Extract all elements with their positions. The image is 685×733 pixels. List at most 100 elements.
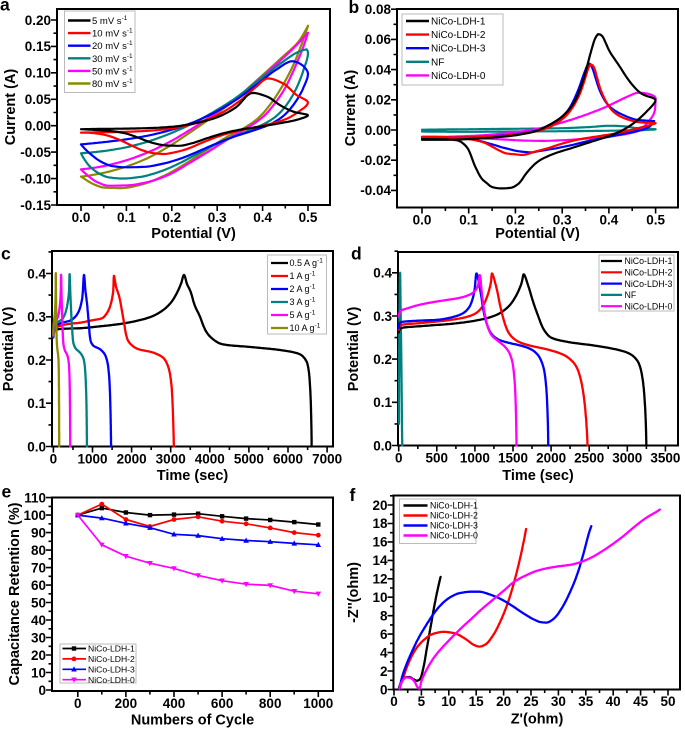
svg-text:NiCo-LDH-1: NiCo-LDH-1	[625, 256, 673, 266]
svg-text:6000: 6000	[273, 452, 303, 467]
svg-text:f: f	[350, 485, 356, 505]
svg-text:20 mV s-1: 20 mV s-1	[92, 40, 133, 52]
svg-text:2500: 2500	[574, 451, 604, 466]
svg-text:a: a	[0, 0, 10, 15]
svg-text:NiCo-LDH-3: NiCo-LDH-3	[625, 279, 673, 289]
svg-text:600: 600	[211, 696, 234, 711]
svg-text:Z'(ohm): Z'(ohm)	[511, 712, 564, 728]
svg-text:0.3: 0.3	[373, 309, 392, 324]
svg-text:NiCo-LDH-0: NiCo-LDH-0	[625, 301, 673, 311]
svg-text:0.0: 0.0	[27, 439, 46, 454]
svg-text:NiCo-LDH-1: NiCo-LDH-1	[430, 501, 478, 511]
svg-text:0.5: 0.5	[299, 210, 318, 225]
svg-text:5000: 5000	[234, 452, 264, 467]
svg-text:1000: 1000	[77, 452, 107, 467]
svg-text:50 mV s-1: 50 mV s-1	[92, 65, 133, 77]
svg-text:NiCo-LDH-3: NiCo-LDH-3	[430, 521, 478, 531]
svg-text:0.4: 0.4	[600, 213, 619, 228]
svg-text:0.2: 0.2	[373, 352, 392, 367]
svg-text:0.00: 0.00	[365, 123, 391, 138]
svg-text:-Z''(ohm): -Z''(ohm)	[346, 562, 362, 623]
svg-text:0.4: 0.4	[253, 210, 272, 225]
svg-text:30: 30	[31, 630, 46, 645]
svg-text:0.06: 0.06	[365, 32, 392, 47]
svg-text:4: 4	[380, 645, 388, 660]
svg-text:0.08: 0.08	[365, 2, 392, 17]
svg-text:NiCo-LDH-0: NiCo-LDH-0	[88, 675, 135, 685]
svg-text:18: 18	[372, 516, 388, 531]
svg-text:0.2: 0.2	[162, 210, 181, 225]
svg-text:b: b	[349, 0, 360, 17]
svg-text:110: 110	[24, 490, 46, 505]
svg-text:0: 0	[50, 452, 58, 467]
svg-text:1000: 1000	[460, 451, 490, 466]
svg-text:40: 40	[606, 694, 621, 709]
svg-text:0: 0	[38, 683, 46, 698]
svg-text:0.05: 0.05	[25, 92, 52, 107]
svg-text:d: d	[351, 244, 362, 264]
svg-text:Potential (V): Potential (V)	[1, 307, 17, 392]
svg-text:80: 80	[31, 543, 46, 558]
svg-text:35: 35	[578, 694, 594, 709]
svg-text:500: 500	[426, 451, 449, 466]
svg-text:0.0: 0.0	[413, 213, 432, 228]
svg-text:90: 90	[31, 525, 46, 540]
svg-text:10: 10	[372, 590, 387, 605]
svg-text:-0.02: -0.02	[360, 153, 391, 168]
svg-text:Numbers of Cycle: Numbers of Cycle	[131, 713, 254, 729]
svg-text:Current (A): Current (A)	[343, 70, 359, 147]
svg-text:0.02: 0.02	[365, 93, 391, 108]
svg-text:0.3: 0.3	[27, 310, 46, 325]
svg-text:10: 10	[31, 665, 46, 680]
svg-text:0.1: 0.1	[373, 395, 392, 410]
svg-text:NiCo-LDH-2: NiCo-LDH-2	[430, 511, 478, 521]
svg-text:NF: NF	[625, 290, 637, 300]
svg-text:0.10: 0.10	[25, 66, 51, 81]
svg-text:20: 20	[496, 694, 511, 709]
svg-text:0.00: 0.00	[25, 119, 51, 134]
svg-text:40: 40	[31, 613, 46, 628]
svg-text:Time (sec): Time (sec)	[157, 468, 229, 484]
svg-text:NiCo-LDH-0: NiCo-LDH-0	[431, 71, 486, 82]
svg-text:7000: 7000	[312, 452, 342, 467]
svg-text:NiCo-LDH-3: NiCo-LDH-3	[431, 44, 486, 55]
svg-text:0.3: 0.3	[553, 213, 572, 228]
svg-text:50: 50	[31, 595, 46, 610]
svg-text:NiCo-LDH-1: NiCo-LDH-1	[431, 17, 486, 28]
svg-text:1 A g-1: 1 A g-1	[290, 271, 316, 282]
svg-text:0.3: 0.3	[208, 210, 227, 225]
svg-text:0: 0	[395, 451, 403, 466]
svg-text:0: 0	[74, 696, 82, 711]
svg-text:14: 14	[372, 553, 388, 568]
svg-text:1500: 1500	[498, 451, 528, 466]
svg-text:Current (A): Current (A)	[3, 69, 19, 146]
svg-text:0.5 A g-1: 0.5 A g-1	[290, 258, 324, 269]
svg-text:Potential (V): Potential (V)	[346, 307, 362, 392]
svg-text:20: 20	[372, 498, 387, 513]
svg-text:8: 8	[380, 609, 388, 624]
svg-text:NiCo-LDH-3: NiCo-LDH-3	[88, 665, 135, 675]
svg-text:-0.04: -0.04	[360, 183, 391, 198]
svg-text:0.15: 0.15	[25, 39, 52, 54]
svg-text:0.4: 0.4	[373, 266, 392, 281]
svg-text:Time (sec): Time (sec)	[502, 468, 574, 484]
svg-text:NiCo-LDH-1: NiCo-LDH-1	[88, 644, 135, 654]
svg-text:0.5: 0.5	[646, 213, 665, 228]
svg-text:5 A g-1: 5 A g-1	[290, 310, 316, 321]
svg-text:NiCo-LDH-2: NiCo-LDH-2	[431, 30, 486, 41]
svg-text:2000: 2000	[536, 451, 566, 466]
svg-text:60: 60	[31, 578, 46, 593]
svg-text:3000: 3000	[612, 451, 642, 466]
svg-text:3500: 3500	[650, 451, 680, 466]
svg-text:15: 15	[469, 694, 485, 709]
svg-text:2: 2	[380, 664, 388, 679]
svg-text:400: 400	[163, 696, 186, 711]
svg-text:Potential (V): Potential (V)	[151, 226, 236, 242]
svg-text:100: 100	[23, 508, 46, 523]
svg-text:6: 6	[380, 627, 388, 642]
svg-text:20: 20	[31, 648, 46, 663]
svg-text:3000: 3000	[156, 452, 186, 467]
svg-text:0.0: 0.0	[373, 438, 392, 453]
svg-text:Potential (V): Potential (V)	[495, 226, 580, 242]
svg-text:e: e	[2, 482, 12, 502]
